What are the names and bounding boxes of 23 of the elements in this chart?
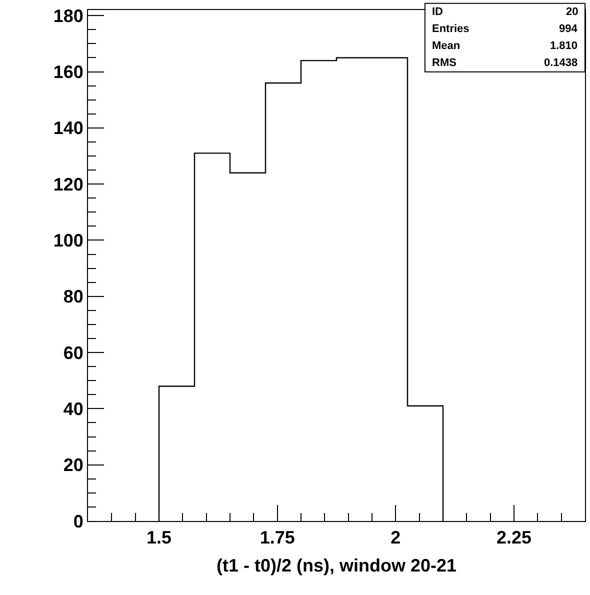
x-tick-label: 1.75	[260, 528, 295, 548]
annotation: Mean	[432, 40, 460, 52]
annotation: RMS	[432, 57, 456, 69]
y-tick-label: 120	[53, 174, 84, 194]
y-tick-label: 80	[63, 286, 84, 307]
y-tick-label: 180	[53, 6, 84, 26]
y-tick-label: 20	[63, 455, 84, 476]
annotation: 20	[566, 6, 578, 18]
annotation: 994	[559, 23, 578, 35]
x-tick-label: 2	[390, 528, 401, 548]
y-tick-label: 0	[73, 511, 84, 532]
x-tick-label: 2.25	[496, 528, 532, 548]
x-tick-label: 1.5	[146, 528, 172, 548]
y-tick-label: 40	[63, 398, 84, 419]
annotation: 1.810	[550, 40, 578, 52]
annotation: ID	[432, 6, 444, 18]
y-tick-label: 60	[63, 342, 84, 363]
annotation: 0.1438	[544, 57, 578, 69]
annotation: Entries	[432, 23, 470, 35]
y-tick-label: 160	[53, 62, 84, 82]
x-axis-title: (t1 - t0)/2 (ns), window 20-21	[216, 556, 457, 576]
y-tick-label: 100	[53, 230, 84, 251]
y-tick-label: 140	[53, 118, 84, 138]
